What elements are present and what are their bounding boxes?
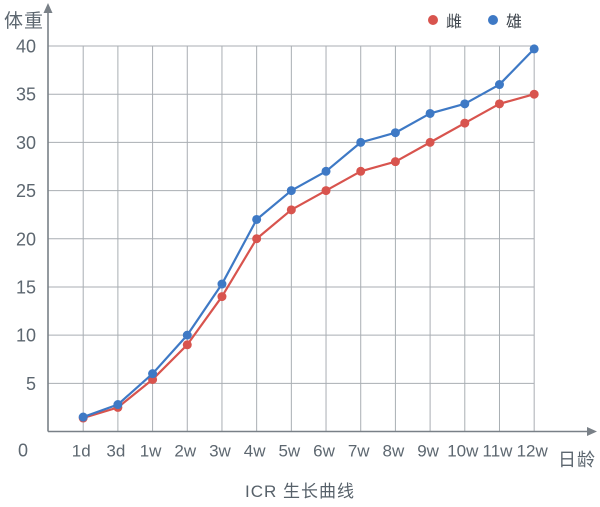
y-tick-label: 35: [16, 85, 36, 105]
y-tick-label: 30: [16, 133, 36, 153]
chart-title: ICR 生长曲线: [245, 482, 355, 501]
x-tick-label: 2w: [174, 442, 196, 461]
legend-item-female: 雌: [428, 8, 462, 32]
x-tick-label: 1d: [72, 442, 91, 461]
x-axis-title: 日龄: [558, 450, 596, 470]
series-0-point: [425, 137, 435, 147]
x-tick-label: 3w: [209, 442, 231, 461]
y-tick-label: 15: [16, 277, 36, 297]
series-1-point: [182, 330, 192, 340]
x-tick-label: 4w: [244, 442, 266, 461]
series-0-point: [356, 166, 366, 176]
y-axis-arrow-icon: [43, 3, 53, 13]
series-1-point: [78, 412, 88, 422]
x-tick-label: 5w: [278, 442, 300, 461]
y-axis-title: 体重: [4, 11, 45, 32]
y-tick-label: 0: [18, 441, 28, 461]
series-0-point: [182, 340, 192, 350]
series-1-line: [82, 48, 535, 419]
y-tick-label: 10: [16, 326, 36, 346]
female-legend-dot-icon: [428, 15, 438, 25]
y-tick-label: 20: [16, 229, 36, 249]
series-1-point: [217, 279, 227, 289]
x-axis-arrow-icon: [587, 427, 597, 436]
series-0-point: [390, 157, 400, 167]
x-tick-label: 3d: [106, 442, 125, 461]
series-0-point: [460, 118, 470, 128]
series-1-point: [252, 214, 262, 224]
series-1-point: [286, 186, 296, 196]
series-1-point: [148, 369, 158, 379]
series-0-line: [82, 93, 535, 420]
series-1-point: [425, 108, 435, 118]
series-1-point: [390, 128, 400, 138]
legend-item-male: 雄: [488, 8, 522, 32]
y-tick-label: 25: [16, 181, 36, 201]
x-tick-label: 9w: [417, 442, 439, 461]
x-tick-label: 12w: [517, 442, 549, 461]
y-tick-label: 5: [26, 374, 36, 394]
x-tick-label: 8w: [383, 442, 405, 461]
series-0-point: [252, 234, 262, 244]
x-tick-label: 1w: [140, 442, 162, 461]
chart-legend: 雌 雄: [428, 8, 522, 32]
series-1-point: [529, 44, 539, 54]
series-1-point: [321, 166, 331, 176]
x-tick-label: 10w: [447, 442, 479, 461]
legend-label-male: 雄: [506, 14, 523, 31]
series-0-point: [494, 99, 504, 109]
male-legend-dot-icon: [488, 15, 499, 25]
series-1-point: [494, 80, 504, 90]
series-0-point: [529, 89, 539, 99]
legend-label-female: 雌: [446, 14, 463, 31]
x-tick-label: 6w: [313, 442, 335, 461]
y-tick-label: 40: [16, 37, 36, 57]
series-1-point: [460, 99, 470, 109]
series-1-point: [356, 137, 366, 147]
x-tick-label: 7w: [348, 442, 370, 461]
series-1-point: [113, 400, 123, 410]
x-tick-label: 11w: [483, 442, 514, 461]
series-0-point: [321, 186, 331, 196]
series-0-point: [217, 292, 227, 302]
series-0-point: [286, 205, 296, 215]
